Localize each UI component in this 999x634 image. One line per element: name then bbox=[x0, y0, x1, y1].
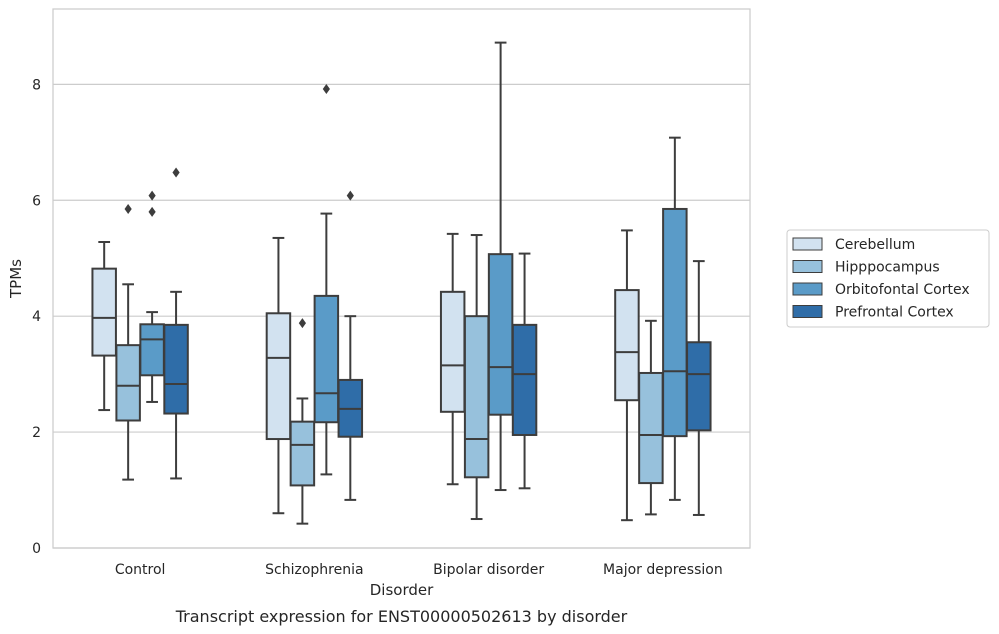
series-cerebellum bbox=[91, 229, 640, 522]
series-hipppocampus bbox=[115, 203, 664, 525]
box bbox=[289, 318, 316, 525]
box-body bbox=[463, 315, 490, 479]
box bbox=[115, 203, 141, 481]
legend-swatch bbox=[792, 237, 823, 251]
legend-swatch bbox=[792, 260, 823, 273]
legend-label: Hipppocampus bbox=[835, 260, 940, 276]
outlier-point bbox=[346, 190, 354, 201]
outlier-point bbox=[322, 83, 330, 94]
chart-caption: Transcript expression for ENST0000050261… bbox=[175, 607, 628, 626]
box-body bbox=[313, 294, 340, 424]
x-tick-label: Major depression bbox=[603, 562, 723, 578]
legend-label: Cerebellum bbox=[835, 237, 915, 253]
box-body bbox=[265, 312, 292, 441]
y-axis-label: TPMs bbox=[7, 259, 25, 299]
legend-label: Orbitofontal Cortex bbox=[835, 282, 970, 298]
x-tick-labels: Control Schizophrenia Bipolar disorder Majo… bbox=[115, 562, 723, 578]
legend-swatch bbox=[792, 282, 823, 296]
box-body bbox=[91, 267, 117, 357]
box-body bbox=[511, 323, 538, 436]
box bbox=[662, 136, 688, 501]
y-tick-label: 2 bbox=[32, 425, 41, 441]
series-orbitofontal-cortex bbox=[139, 41, 688, 501]
box bbox=[614, 229, 640, 522]
y-tick-label: 0 bbox=[32, 541, 41, 557]
box-body bbox=[487, 253, 514, 416]
box-body bbox=[638, 371, 664, 485]
box bbox=[638, 319, 664, 516]
box bbox=[265, 236, 292, 515]
x-tick-label: Schizophrenia bbox=[265, 562, 363, 578]
outlier-point bbox=[148, 206, 156, 217]
box bbox=[139, 190, 165, 403]
y-tick-label: 8 bbox=[32, 77, 41, 93]
box bbox=[511, 252, 538, 490]
box bbox=[91, 240, 117, 412]
outlier-point bbox=[124, 203, 132, 214]
box-body bbox=[163, 323, 189, 415]
legend-label: Prefrontal Cortex bbox=[835, 305, 954, 321]
legend-frame bbox=[786, 229, 990, 328]
x-tick-label: Control bbox=[115, 562, 166, 578]
legend: Cerebellum Hipppocampus Orbitofontal Corte… bbox=[786, 229, 990, 328]
plot-frame bbox=[52, 8, 751, 549]
box-series bbox=[91, 41, 712, 525]
plot-background bbox=[53, 9, 750, 548]
y-tick-labels: 0 2 4 6 8 bbox=[32, 77, 41, 557]
box bbox=[163, 167, 189, 480]
box bbox=[313, 83, 340, 476]
box bbox=[337, 190, 364, 501]
box bbox=[686, 260, 712, 516]
y-tick-label: 6 bbox=[32, 193, 41, 209]
box-body bbox=[662, 207, 688, 438]
box-body bbox=[439, 290, 466, 413]
box bbox=[487, 41, 514, 492]
box-body bbox=[614, 289, 640, 402]
y-tick-label: 4 bbox=[32, 309, 41, 325]
box-body bbox=[289, 420, 316, 487]
box-body bbox=[686, 341, 712, 432]
legend-swatch bbox=[792, 305, 823, 318]
box-body bbox=[139, 323, 165, 377]
x-tick-label: Bipolar disorder bbox=[433, 562, 544, 578]
outlier-point bbox=[148, 190, 156, 201]
box-body bbox=[115, 344, 141, 422]
x-axis-label: Disorder bbox=[370, 581, 434, 599]
series-prefrontal-cortex bbox=[163, 167, 712, 516]
outlier-point bbox=[172, 167, 180, 178]
outlier-point bbox=[298, 318, 306, 329]
